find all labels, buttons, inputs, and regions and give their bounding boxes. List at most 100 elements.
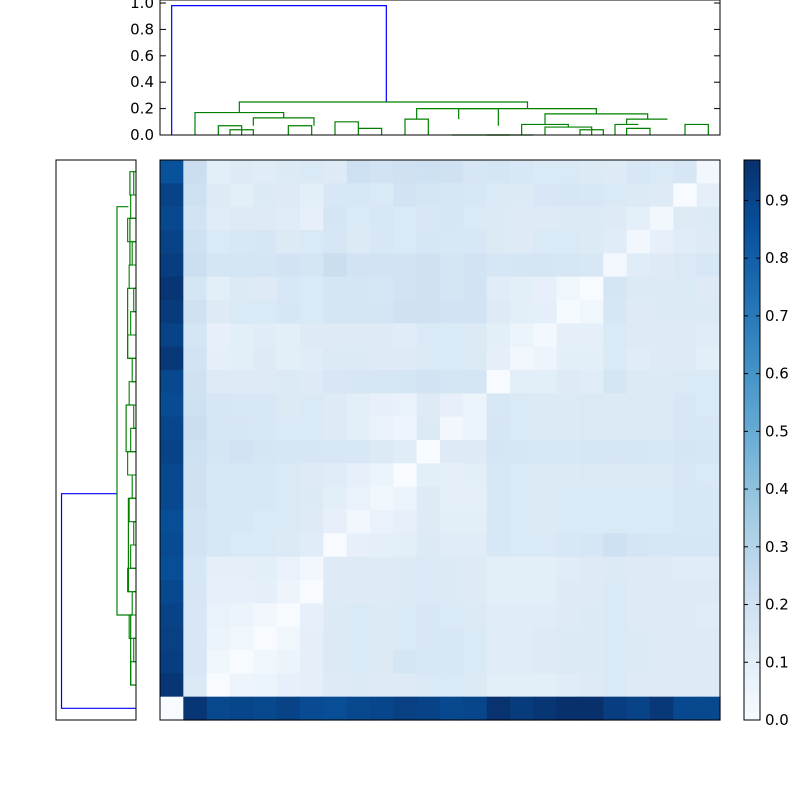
colorbar-gradient-step <box>744 656 760 661</box>
heatmap-cell <box>323 183 348 208</box>
heatmap-cell <box>300 696 324 721</box>
colorbar-tick-label: 0.7 <box>765 307 789 325</box>
heatmap-cell <box>183 253 208 278</box>
heatmap-cell <box>533 160 558 184</box>
heatmap-cell <box>580 486 604 511</box>
colorbar-gradient-step <box>744 548 760 553</box>
heatmap-cell <box>300 650 324 674</box>
heatmap-cell <box>370 673 394 698</box>
heatmap-cell <box>603 183 628 208</box>
heatmap-cell <box>346 370 371 394</box>
heatmap-cell <box>696 370 721 394</box>
colorbar-gradient-step <box>744 644 760 649</box>
heatmap-cell <box>206 253 231 278</box>
heatmap-cell <box>486 370 511 394</box>
heatmap-cell <box>440 673 464 698</box>
heatmap-cell <box>673 160 698 184</box>
heatmap-cell <box>533 276 558 301</box>
colorbar-tick-label: 0.9 <box>765 191 789 209</box>
heatmap-cell <box>603 486 628 511</box>
heatmap-cell <box>393 626 418 651</box>
heatmap-cell <box>230 206 254 231</box>
heatmap-cell <box>603 533 628 558</box>
heatmap-cell <box>393 230 418 254</box>
heatmap-cell <box>230 393 254 418</box>
heatmap-cell <box>486 510 511 534</box>
colorbar-gradient-step <box>744 624 760 629</box>
heatmap-cell <box>183 230 208 254</box>
heatmap-cell <box>463 230 488 254</box>
colorbar-gradient-step <box>744 412 760 417</box>
heatmap-cell <box>696 160 721 184</box>
heatmap-cell <box>533 696 558 721</box>
dendrogram-link <box>131 357 136 383</box>
heatmap-cell <box>160 626 184 651</box>
heatmap-cell <box>626 346 651 371</box>
heatmap-cell <box>160 206 184 231</box>
colorbar-gradient-step <box>744 632 760 637</box>
heatmap-cell <box>323 253 348 278</box>
heatmap-cell <box>160 510 184 534</box>
colorbar-gradient-step <box>744 704 760 709</box>
heatmap-cell <box>393 510 418 534</box>
heatmap-cell <box>206 346 231 371</box>
heatmap-cell <box>393 580 418 604</box>
heatmap-cell <box>206 626 231 651</box>
heatmap-cell <box>346 393 371 418</box>
heatmap-cell <box>160 323 184 348</box>
heatmap-cell <box>230 673 254 698</box>
heatmap-cell <box>323 393 348 418</box>
heatmap-cell <box>230 346 254 371</box>
colorbar-gradient-step <box>744 468 760 473</box>
heatmap-cell <box>696 300 721 324</box>
heatmap-cell <box>626 300 651 324</box>
heatmap-cell <box>253 416 278 441</box>
heatmap-cell <box>276 510 301 534</box>
heatmap-cell <box>230 323 254 348</box>
heatmap-cell <box>416 580 441 604</box>
heatmap-cell <box>276 393 301 418</box>
heatmap-cell <box>510 580 534 604</box>
heatmap-cell <box>486 650 511 674</box>
heatmap-cell <box>183 393 208 418</box>
heatmap-cell <box>673 440 698 464</box>
heatmap-cell <box>393 416 418 441</box>
heatmap-cell <box>416 300 441 324</box>
colorbar-gradient-step <box>744 680 760 685</box>
heatmap-cell <box>253 510 278 534</box>
colorbar-gradient-step <box>744 332 760 337</box>
heatmap-cell <box>486 463 511 488</box>
heatmap-cell <box>253 626 278 651</box>
colorbar-gradient-step <box>744 584 760 589</box>
heatmap-cell <box>323 276 348 301</box>
heatmap-cell <box>206 183 231 208</box>
heatmap-cell <box>276 556 301 581</box>
heatmap-cell <box>580 370 604 394</box>
y-tick-label: 0.2 <box>130 100 154 118</box>
heatmap-cell <box>556 346 581 371</box>
heatmap-cell <box>533 370 558 394</box>
heatmap-cell <box>253 160 278 184</box>
dendrogram-link <box>130 661 136 686</box>
heatmap-cell <box>463 276 488 301</box>
heatmap-cell <box>206 206 231 231</box>
colorbar-gradient-step <box>744 196 760 201</box>
heatmap-cell <box>253 463 278 488</box>
heatmap-cell <box>463 696 488 721</box>
heatmap-cell <box>160 580 184 604</box>
heatmap-cell <box>533 486 558 511</box>
heatmap-cell <box>440 230 464 254</box>
heatmap-cell <box>626 416 651 441</box>
heatmap-cell <box>696 533 721 558</box>
colorbar-gradient-step <box>744 308 760 313</box>
heatmap-cell <box>486 533 511 558</box>
heatmap-cell <box>486 440 511 464</box>
heatmap-cell <box>603 230 628 254</box>
heatmap-cell <box>253 323 278 348</box>
heatmap-cell <box>650 300 674 324</box>
heatmap-cell <box>416 510 441 534</box>
heatmap-cell <box>323 650 348 674</box>
heatmap-cell <box>696 650 721 674</box>
colorbar-gradient-step <box>744 512 760 517</box>
heatmap-cell <box>510 300 534 324</box>
